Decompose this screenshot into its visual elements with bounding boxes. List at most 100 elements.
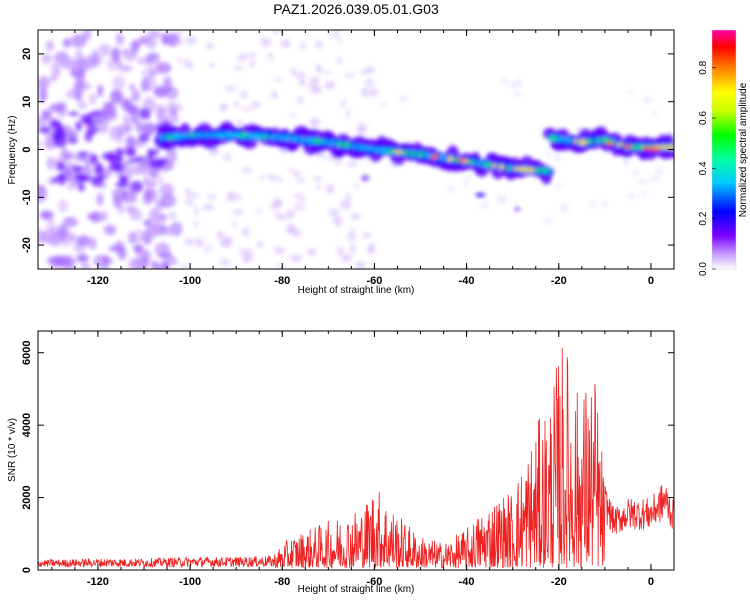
spectrogram-cell (149, 171, 158, 178)
spectrogram-cell (74, 121, 83, 132)
spectrogram-cell (651, 109, 657, 118)
spectrogram-cell (344, 193, 353, 201)
spectrogram-cell (364, 78, 375, 88)
spectrogram-cell (56, 161, 66, 171)
spectrogram-cell (468, 160, 477, 165)
spectrogram-cell (309, 76, 320, 83)
spectrogram-cell (153, 86, 168, 98)
spectrogram-cell (180, 133, 189, 138)
spectrogram-cell (300, 42, 306, 51)
spectrogram-cell (78, 151, 88, 156)
spectrogram-cell (667, 144, 674, 150)
spectrogram-cell (560, 204, 570, 212)
spectrogram-cell (70, 62, 82, 72)
spectrogram-cell (234, 100, 239, 108)
spectrogram-cell (324, 156, 335, 161)
spectrogram-cell (184, 187, 193, 198)
spectrogram-cell (98, 43, 112, 57)
colorbar-ticks: 0.0 0.2 0.4 0.6 0.8 (698, 60, 716, 276)
spectrogram-cell (361, 175, 370, 182)
spectrogram-cell (50, 61, 59, 78)
spectrogram-cell (167, 91, 179, 98)
spectrogram-cell (336, 246, 344, 255)
spectrogram-cell (378, 147, 389, 153)
spectrogram-cell (49, 103, 65, 113)
spectrogram-cell (38, 116, 48, 129)
spectrogram-cell (72, 165, 85, 173)
spectrogram-cell (643, 96, 652, 104)
spectrogram-cell (241, 248, 253, 258)
spectrogram-cell (630, 144, 639, 150)
spectrogram-cell (366, 66, 375, 73)
spectrogram-cell (128, 258, 142, 269)
spectrogram-cell (498, 199, 508, 205)
spectrogram-cell (350, 243, 356, 254)
spectrogram-ylabel: Frequency (Hz) (7, 116, 18, 185)
spectrogram-cell (89, 118, 104, 124)
spectrogram-cell (226, 191, 237, 202)
spectrogram-cell (184, 197, 195, 207)
spectrogram-cell (361, 232, 372, 238)
spectrogram-cell (147, 30, 162, 39)
spectrogram-cell (162, 76, 172, 85)
spectrogram-cell (350, 213, 361, 220)
spectrogram-cell (156, 176, 164, 184)
spectrogram-cell (160, 62, 169, 72)
spectrogram-cell (57, 199, 69, 213)
spectrogram-cell (499, 164, 504, 170)
spectrogram-cell (650, 176, 660, 182)
spectrogram-cell (496, 194, 507, 201)
spectrogram-cell (169, 116, 180, 123)
y-tick-label: 20 (21, 48, 33, 60)
spectrogram-cell (324, 80, 336, 90)
spectrogram-cell (554, 155, 562, 162)
spectrogram-cell (159, 183, 175, 196)
spectrogram-cell (220, 240, 233, 249)
spectrogram-xlabel: Height of straight line (km) (298, 285, 415, 296)
spectrogram-cell (293, 193, 303, 199)
spectrogram-cell (208, 61, 216, 68)
spectrogram-cell (169, 221, 183, 237)
spectrogram-cell (240, 167, 253, 174)
spectrogram-cell (128, 164, 144, 176)
spectrogram-cell (75, 90, 82, 103)
spectrogram-cell (118, 64, 133, 72)
spectrogram-cell (100, 261, 110, 269)
y-tick-label: 4000 (21, 413, 33, 437)
y-tick-label: 2000 (21, 485, 33, 509)
spectrogram-cell (379, 102, 387, 108)
spectrogram-cell (272, 198, 281, 205)
spectrogram-cell (146, 37, 157, 49)
spectrogram-cell (328, 140, 336, 145)
spectrogram-cell (410, 150, 416, 157)
spectrogram-cell (283, 135, 292, 141)
spectrogram-cell (80, 263, 91, 269)
spectrogram-cell (276, 135, 284, 140)
spectrogram-cell (99, 210, 108, 221)
spectrogram-cell (138, 107, 151, 120)
spectrogram-cell (345, 108, 351, 118)
spectrogram-cell (103, 224, 117, 236)
spectrogram-cell (115, 148, 124, 156)
spectrogram-cell (292, 136, 298, 142)
x-tick-label: -20 (551, 576, 567, 588)
spectrogram-cell (546, 149, 551, 158)
spectrogram-cell (195, 133, 204, 137)
spectrogram-cell (168, 257, 178, 266)
spectrogram-cell (527, 167, 535, 173)
spectrogram-cell (111, 47, 121, 63)
spectrogram-cell (387, 148, 395, 154)
spectrogram-cell (328, 208, 340, 217)
spectrogram-cell (183, 238, 195, 245)
spectrogram-cell (659, 144, 668, 150)
spectrogram-cell (220, 258, 230, 267)
x-tick-label: 0 (648, 275, 654, 287)
spectrogram-cell (541, 168, 550, 174)
spectrogram-cell (172, 133, 182, 140)
spectrogram-cell (105, 101, 116, 115)
spectrogram-cell (231, 132, 242, 138)
x-tick-label: -80 (274, 275, 290, 287)
x-tick-label: -80 (274, 576, 290, 588)
